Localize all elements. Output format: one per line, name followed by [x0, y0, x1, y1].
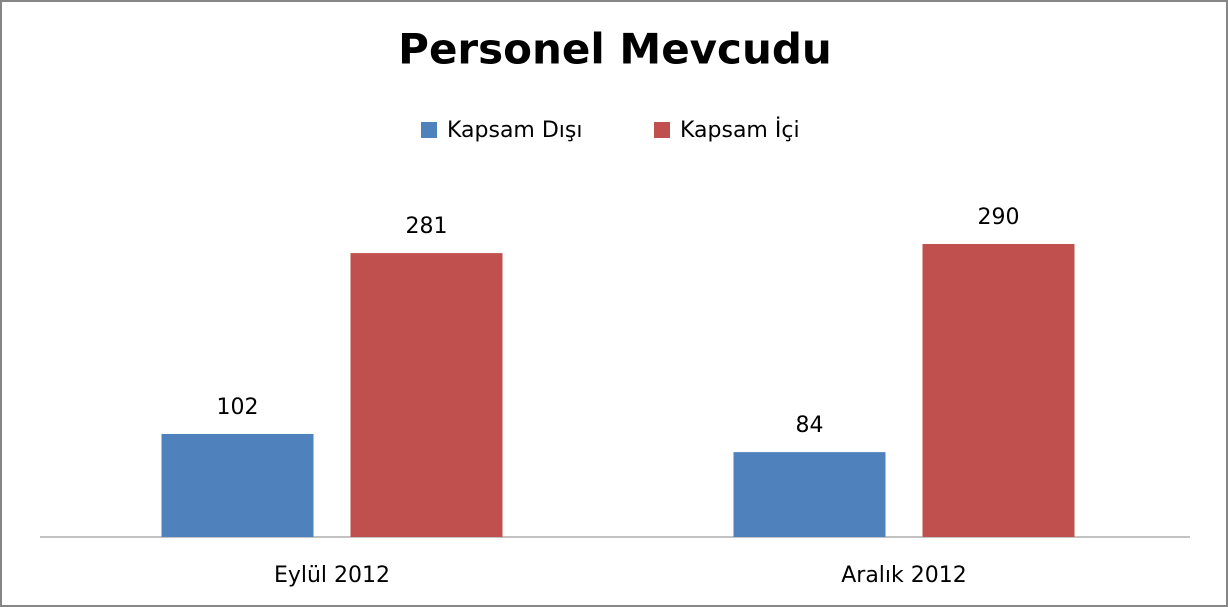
bar	[350, 253, 503, 537]
bar	[161, 433, 314, 537]
data-label: 102	[217, 395, 259, 420]
legend-swatch	[421, 122, 437, 138]
legend-label: Kapsam Dışı	[447, 118, 582, 143]
bar	[733, 452, 886, 537]
bar	[922, 244, 1075, 537]
data-label: 290	[978, 205, 1020, 230]
chart-title: Personel Mevcudu	[398, 25, 832, 74]
data-label: 84	[796, 413, 824, 438]
legend-label: Kapsam İçi	[680, 117, 800, 143]
legend-swatch	[654, 122, 670, 138]
data-label: 281	[406, 214, 448, 239]
x-tick-label: Aralık 2012	[841, 563, 967, 588]
x-tick-label: Eylül 2012	[274, 563, 390, 588]
